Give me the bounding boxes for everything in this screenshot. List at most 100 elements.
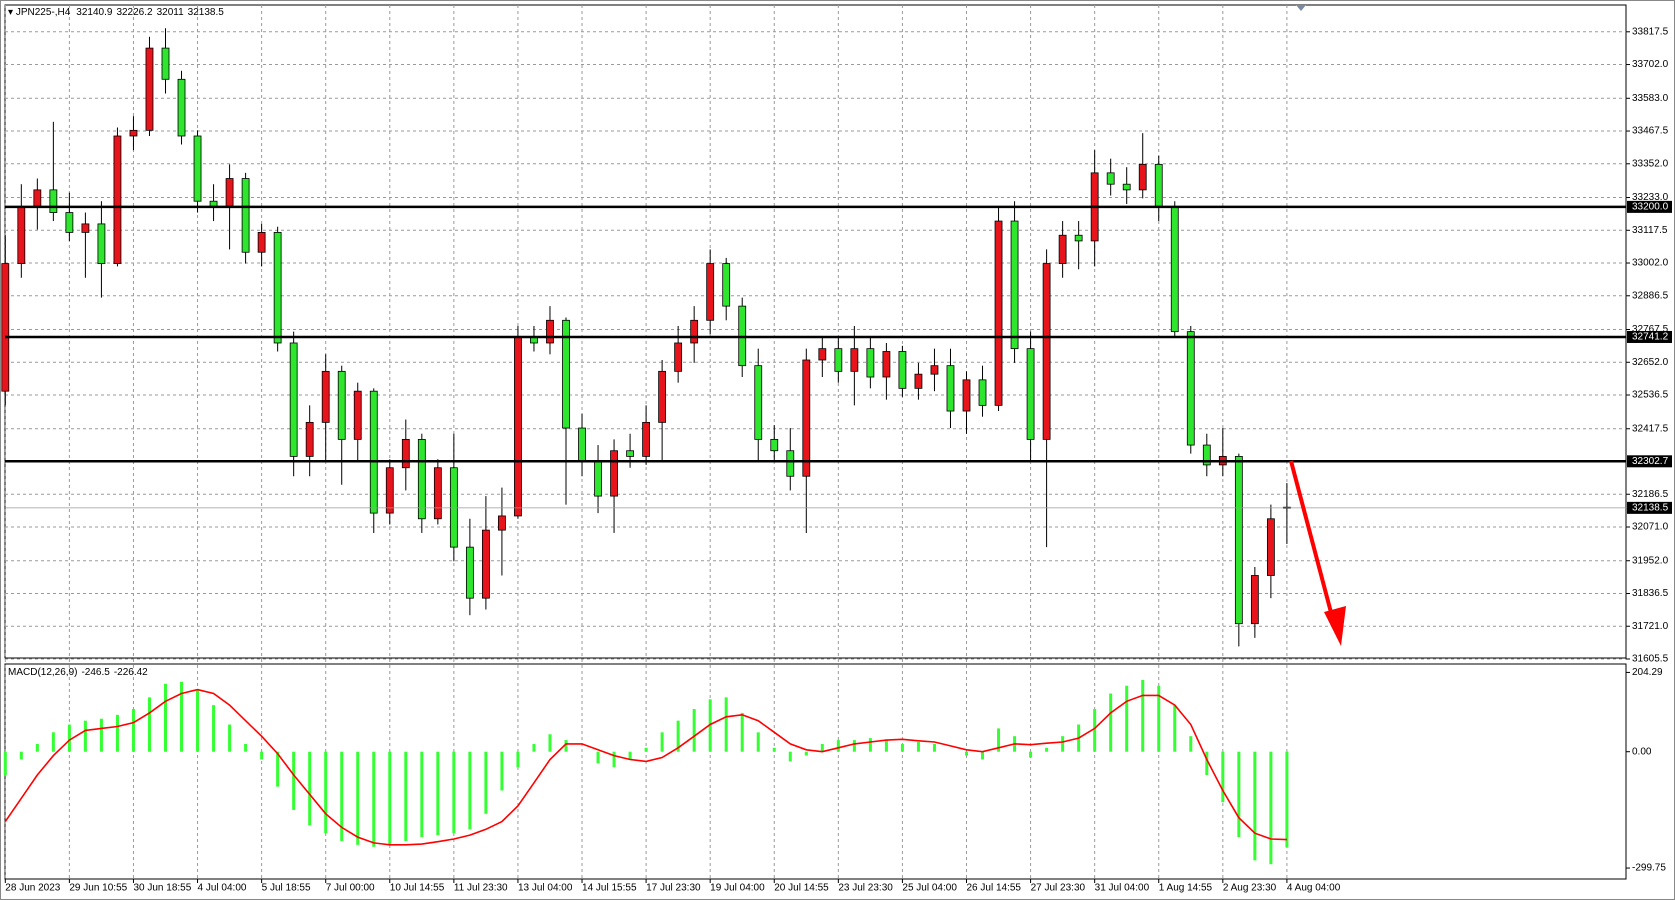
macd-bar	[708, 699, 712, 752]
y-tick-label: 31605.5	[1632, 654, 1669, 665]
macd-bar	[436, 751, 440, 836]
macd-bar	[292, 751, 296, 810]
candle-body	[498, 515, 506, 531]
y-tick-label: 32071.0	[1632, 522, 1669, 533]
macd-bar	[1253, 751, 1257, 861]
macd-bar	[1221, 751, 1225, 803]
y-tick-label: 204.29	[1632, 667, 1663, 678]
macd-bar	[51, 732, 55, 752]
candle-body	[1122, 183, 1131, 191]
candle-body	[1058, 234, 1067, 264]
candle-body	[642, 421, 650, 457]
level-label: 32741.2	[1632, 332, 1669, 343]
macd-bar	[900, 743, 904, 752]
macd-bar	[1029, 751, 1033, 758]
candle-body	[1010, 220, 1019, 350]
candle-body	[481, 529, 490, 599]
candle-body	[225, 178, 234, 208]
x-tick-label: 13 Jul 04:00	[518, 883, 573, 894]
macd-bar	[131, 709, 135, 752]
y-tick-label: 33117.5	[1632, 225, 1668, 236]
candle-body	[1234, 456, 1243, 625]
candle-body	[33, 189, 42, 208]
candle-body	[1186, 331, 1195, 446]
macd-bar	[468, 751, 472, 830]
macd-bar	[916, 742, 920, 752]
candle-body	[658, 370, 667, 423]
macd-bar	[3, 751, 7, 775]
candle-body	[449, 467, 458, 548]
macd-bar	[1141, 679, 1145, 752]
macd-layer: 204.29 0.00 -299.75	[3, 667, 1666, 874]
macd-bar	[756, 732, 760, 752]
shift-marker	[1296, 5, 1306, 11]
macd-bar	[147, 697, 151, 752]
candle-body	[1, 263, 10, 392]
trend-arrow	[1289, 460, 1346, 646]
x-tick-label: 30 Jun 18:55	[133, 883, 191, 894]
macd-bar	[644, 747, 648, 752]
y-tick-label: 31952.0	[1632, 555, 1669, 566]
y-tick-label: 32417.5	[1632, 423, 1669, 434]
y-tick-label: 31836.5	[1632, 588, 1669, 599]
candle-body	[1170, 206, 1179, 333]
signal-line	[4, 688, 1287, 846]
x-tick-label: 5 Jul 18:55	[262, 883, 311, 894]
candle-body	[594, 461, 602, 497]
macd-bar	[965, 751, 968, 756]
macd-bar	[852, 740, 856, 752]
macd-bar	[1189, 736, 1193, 752]
y-tick-label: -299.75	[1632, 863, 1666, 874]
macd-bar	[932, 743, 936, 752]
candle-body	[802, 359, 811, 477]
title-low: 32011	[157, 7, 185, 18]
macd-bar	[868, 738, 872, 752]
candle-body	[385, 467, 394, 514]
candle-body	[1026, 348, 1035, 440]
y-tick-label: 33702.0	[1632, 59, 1669, 70]
macd-bar	[820, 743, 824, 752]
macd-bar	[676, 720, 680, 752]
y-tick-label: 32186.5	[1632, 489, 1669, 500]
price-layer: 33817.5 33702.0 33583.0 33467.5 33352.0 33233…	[1, 5, 1672, 894]
candle-body	[161, 47, 170, 80]
y-tick-label: 0.00	[1632, 746, 1652, 757]
candle-body	[17, 206, 26, 264]
macd-bar	[596, 751, 600, 764]
candle-body	[754, 365, 763, 440]
level-label: 32302.7	[1632, 456, 1669, 467]
candle-body	[417, 438, 426, 520]
macd-bar	[1205, 751, 1209, 775]
candle-body	[97, 223, 106, 264]
candle-body	[786, 450, 795, 477]
macd-bar	[740, 712, 744, 752]
candle-body	[289, 342, 298, 457]
y-tick-label: 33002.0	[1632, 258, 1669, 269]
x-tick-label: 1 Aug 14:55	[1159, 883, 1213, 894]
macd-bar	[981, 751, 985, 760]
macd-bar	[1269, 751, 1273, 865]
candle-body	[1266, 518, 1275, 576]
x-tick-label: 28 Jun 2023	[5, 883, 60, 894]
candle-body	[930, 365, 939, 375]
macd-bar	[1045, 747, 1049, 752]
candle-body	[722, 263, 731, 307]
macd-bar	[884, 740, 888, 752]
macd-bar	[564, 740, 568, 752]
level-label-box	[1627, 455, 1672, 468]
macd-title: MACD(12,26,9) -246.5 -226.42	[8, 667, 148, 678]
macd-bar	[660, 732, 664, 752]
candle-body	[626, 450, 634, 457]
candle-body	[241, 178, 250, 253]
macd-bar	[67, 724, 71, 752]
y-tick-label: 32767.5	[1632, 324, 1669, 335]
macd-bar	[228, 724, 232, 752]
macd-bar	[420, 751, 424, 838]
level-label: 33200.0	[1632, 202, 1669, 213]
macd-bar	[180, 681, 184, 752]
macd-bar	[340, 751, 344, 841]
macd-bar	[628, 751, 632, 760]
macd-bar	[484, 751, 488, 814]
macd-name: MACD(12,26,9)	[8, 667, 77, 678]
candle-body	[690, 319, 699, 344]
